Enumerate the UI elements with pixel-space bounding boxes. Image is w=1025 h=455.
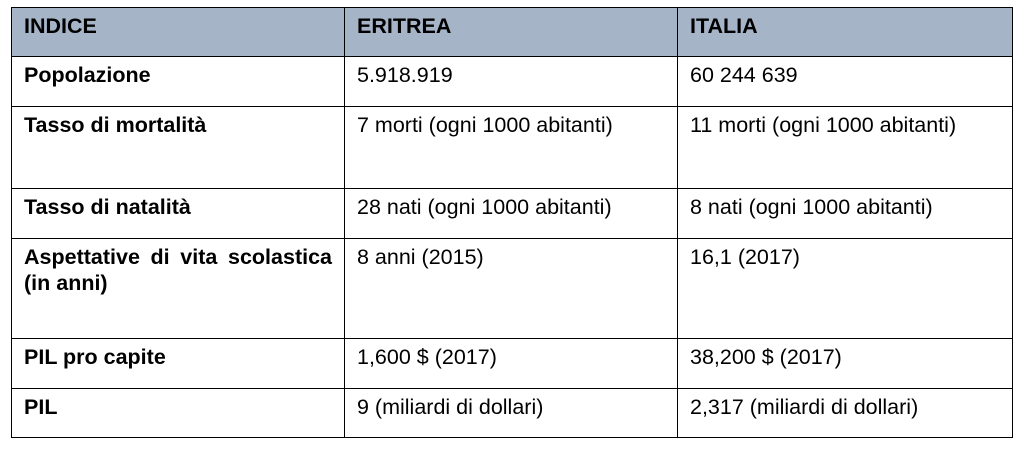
italia-cell: 16,1 (2017) <box>677 238 1013 339</box>
eritrea-cell: 7 morti (ogni 1000 abitanti) <box>344 106 678 189</box>
table-body: Popolazione 5.918.919 60 244 639 Tasso d… <box>11 56 1013 438</box>
row-label: Aspettative di vita scolastica (in anni) <box>11 238 345 339</box>
header-row: INDICE ERITREA ITALIA <box>11 7 1013 57</box>
table-row: Tasso di mortalità 7 morti (ogni 1000 ab… <box>11 106 1013 189</box>
eritrea-cell: 8 anni (2015) <box>344 238 678 339</box>
italia-cell: 60 244 639 <box>677 56 1013 107</box>
eritrea-cell: 9 (miliardi di dollari) <box>344 388 678 438</box>
header-cell-indice: INDICE <box>11 7 345 57</box>
table-row: PIL 9 (miliardi di dollari) 2,317 (milia… <box>11 388 1013 438</box>
row-label: Tasso di mortalità <box>11 106 345 189</box>
eritrea-cell: 5.918.919 <box>344 56 678 107</box>
table-row: Tasso di natalità 28 nati (ogni 1000 abi… <box>11 188 1013 239</box>
italia-cell: 38,200 $ (2017) <box>677 338 1013 389</box>
table-row: PIL pro capite 1,600 $ (2017) 38,200 $ (… <box>11 338 1013 389</box>
header-cell-italia: ITALIA <box>677 7 1013 57</box>
row-label: Popolazione <box>11 56 345 107</box>
eritrea-cell: 28 nati (ogni 1000 abitanti) <box>344 188 678 239</box>
table-header: INDICE ERITREA ITALIA <box>11 7 1013 57</box>
comparison-table: INDICE ERITREA ITALIA Popolazione 5.918.… <box>11 7 1013 438</box>
row-label: PIL <box>11 388 345 438</box>
table-row: Aspettative di vita scolastica (in anni)… <box>11 238 1013 339</box>
italia-cell: 11 morti (ogni 1000 abitanti) <box>677 106 1013 189</box>
eritrea-cell: 1,600 $ (2017) <box>344 338 678 389</box>
italia-cell: 2,317 (miliardi di dollari) <box>677 388 1013 438</box>
table-row: Popolazione 5.918.919 60 244 639 <box>11 56 1013 107</box>
header-cell-eritrea: ERITREA <box>344 7 678 57</box>
row-label: PIL pro capite <box>11 338 345 389</box>
row-label: Tasso di natalità <box>11 188 345 239</box>
italia-cell: 8 nati (ogni 1000 abitanti) <box>677 188 1013 239</box>
